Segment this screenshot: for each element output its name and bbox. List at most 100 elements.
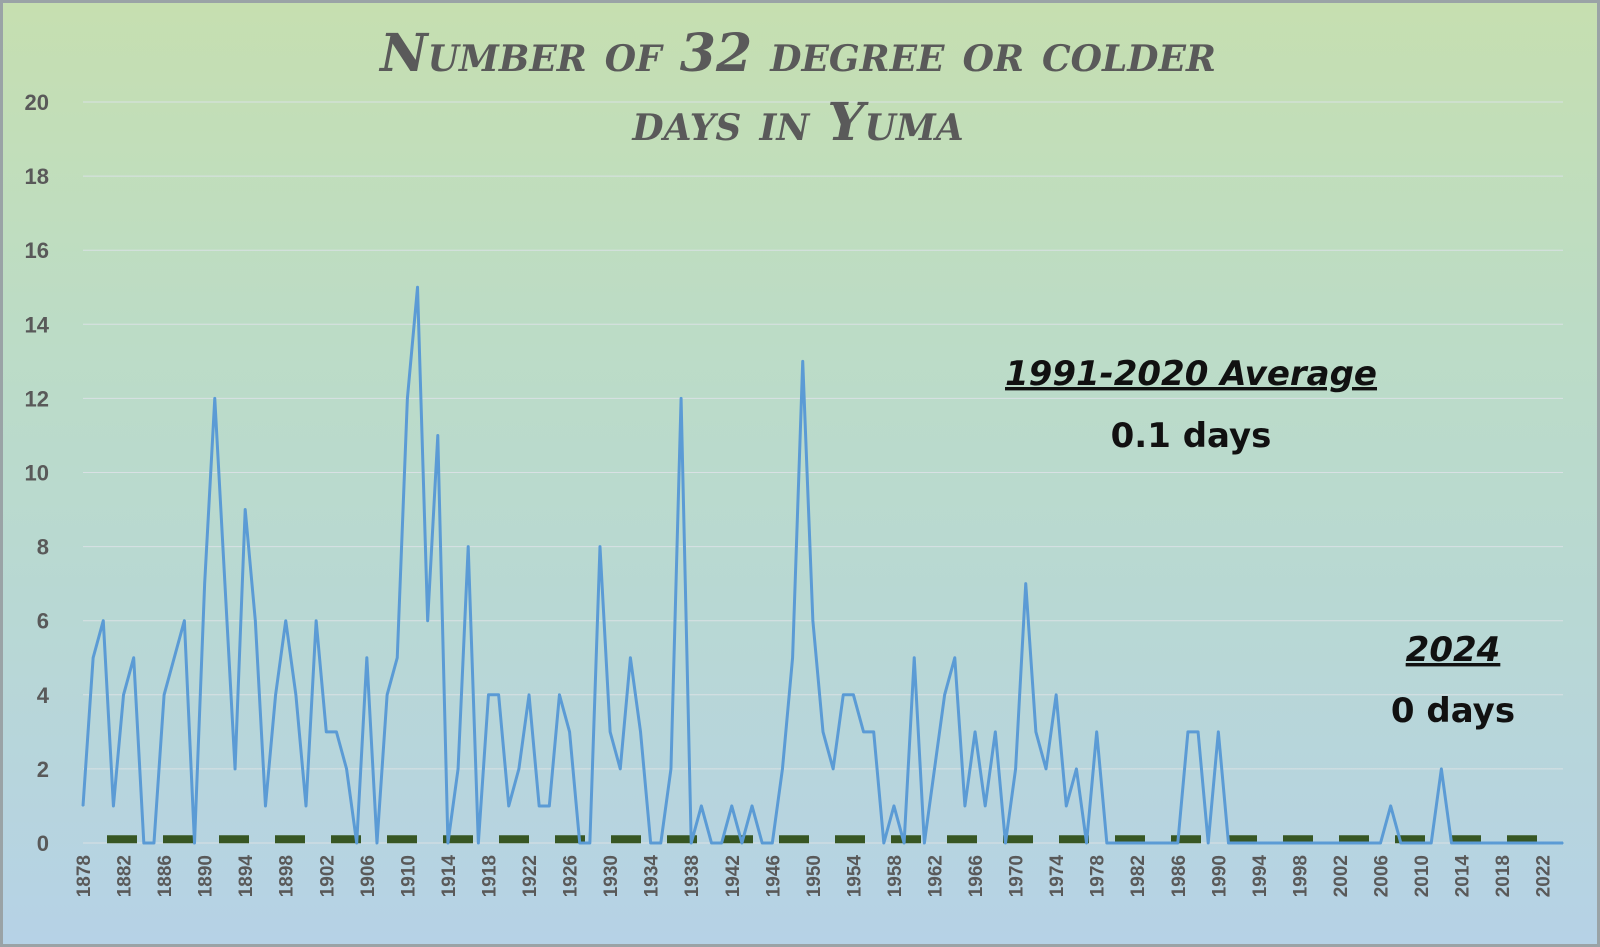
data-point <box>1187 731 1189 733</box>
data-point <box>345 768 348 770</box>
x-tick-label: 1974 <box>1047 855 1068 898</box>
data-point <box>406 397 409 400</box>
data-point <box>244 508 246 511</box>
data-point <box>1247 842 1250 844</box>
data-point <box>1359 842 1362 844</box>
data-point <box>791 656 794 659</box>
data-point <box>1501 842 1503 844</box>
x-tick-label: 2010 <box>1412 855 1433 897</box>
average-annotation-value: 0.1 days <box>1111 416 1272 456</box>
year-annotation-value: 0 days <box>1391 691 1515 731</box>
data-point <box>943 694 946 696</box>
x-tick-label: 1970 <box>1007 855 1028 897</box>
data-point <box>1511 842 1514 844</box>
data-point <box>234 768 236 770</box>
data-point <box>730 805 733 807</box>
data-point <box>832 768 834 770</box>
data-point <box>1075 768 1078 770</box>
gridlines <box>83 101 1563 844</box>
data-point <box>690 842 693 844</box>
x-tick-label: 1954 <box>844 855 865 898</box>
data-point <box>1379 842 1382 844</box>
data-point <box>457 768 459 770</box>
data-point <box>112 805 115 807</box>
data-point <box>1531 842 1534 844</box>
y-tick-label: 0 <box>37 831 49 856</box>
data-point <box>1014 768 1017 770</box>
data-point <box>1349 842 1351 844</box>
data-point <box>284 619 287 622</box>
data-point <box>639 731 642 733</box>
x-tick-label: 1926 <box>561 855 582 897</box>
chart-title-line1: Number of 32 degree or colder <box>378 23 1216 84</box>
data-point <box>1217 731 1220 733</box>
data-point <box>1440 768 1443 770</box>
data-point <box>335 731 338 733</box>
data-point <box>1146 842 1149 844</box>
data-point <box>1521 842 1524 844</box>
data-point <box>213 397 216 400</box>
x-tick-label: 1914 <box>439 855 460 898</box>
data-point <box>893 805 895 807</box>
data-point <box>589 842 591 844</box>
data-point <box>700 805 703 807</box>
data-point <box>812 619 814 622</box>
data-point <box>528 694 530 696</box>
data-point <box>1369 842 1372 844</box>
data-point <box>822 731 824 733</box>
data-point <box>852 694 855 696</box>
data-point <box>1207 842 1210 844</box>
data-point <box>366 656 368 659</box>
data-point <box>1420 842 1422 844</box>
data-point <box>153 842 155 844</box>
data-point <box>224 582 226 585</box>
data-point <box>741 842 743 844</box>
data-point <box>1126 842 1128 844</box>
data-point <box>1329 842 1331 844</box>
data-point <box>578 842 581 844</box>
data-point <box>538 805 540 807</box>
data-point <box>132 656 135 659</box>
data-point <box>558 694 561 696</box>
x-tick-label: 1950 <box>804 855 825 897</box>
data-point <box>710 842 713 844</box>
data-point <box>447 842 449 844</box>
x-tick-label: 1898 <box>277 855 298 897</box>
data-point <box>416 286 419 289</box>
data-point <box>1298 842 1301 844</box>
data-point <box>1339 842 1341 844</box>
data-point <box>1410 842 1412 844</box>
data-point <box>183 619 186 622</box>
data-point <box>386 694 388 696</box>
data-point <box>295 694 297 696</box>
data-point <box>903 842 905 844</box>
data-point <box>984 805 986 807</box>
data-point <box>1035 731 1037 733</box>
x-tick-label: 1958 <box>885 855 906 897</box>
data-point <box>842 694 845 696</box>
data-point <box>680 397 682 400</box>
data-point <box>467 545 470 548</box>
data-point <box>1430 842 1433 844</box>
x-tick-label: 1890 <box>196 855 217 897</box>
y-tick-label: 12 <box>25 386 49 411</box>
x-tick-label: 1990 <box>1209 855 1230 897</box>
data-point <box>1308 842 1311 844</box>
y-tick-label: 18 <box>25 164 49 189</box>
y-tick-label: 2 <box>37 757 49 782</box>
data-point <box>1176 842 1179 844</box>
y-tick-label: 20 <box>25 90 49 115</box>
data-point <box>913 656 916 659</box>
x-tick-label: 1982 <box>1128 855 1149 897</box>
data-point <box>1237 842 1240 844</box>
data-point <box>1106 842 1108 844</box>
x-tick-label: 1894 <box>236 855 257 898</box>
data-points <box>82 286 1564 844</box>
y-tick-label: 6 <box>37 609 49 634</box>
data-point <box>781 768 784 770</box>
data-point <box>497 694 500 696</box>
x-tick-label: 1994 <box>1250 855 1271 898</box>
data-point <box>670 768 672 770</box>
